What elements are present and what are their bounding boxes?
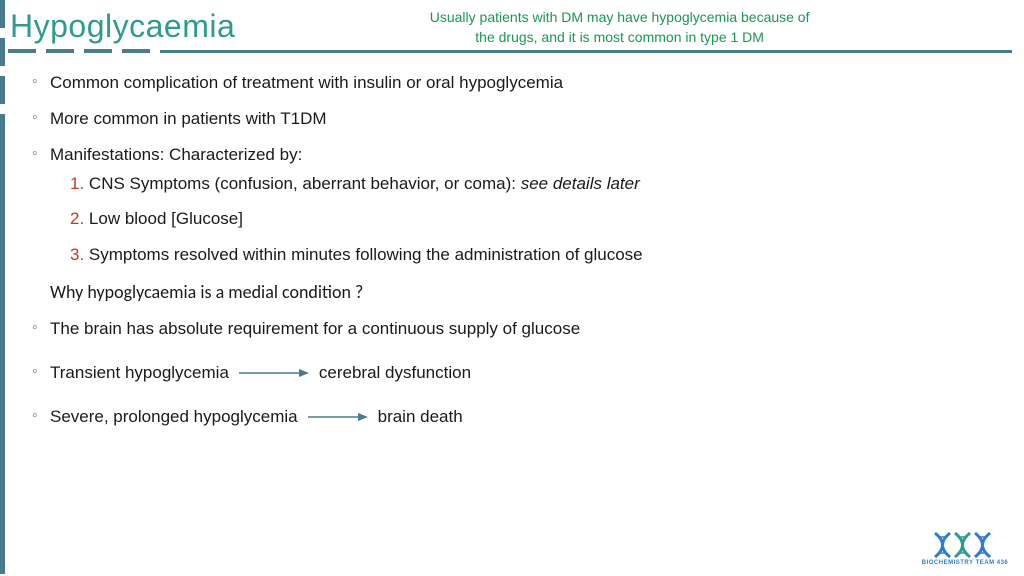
item-text: Low blood [Glucose] — [84, 209, 243, 228]
slide-content: Common complication of treatment with in… — [0, 53, 1024, 428]
numbered-item: 3. Symptoms resolved within minutes foll… — [70, 242, 1004, 268]
sub-heading: Why hypoglycaemia is a medial condition … — [50, 281, 1004, 303]
slide-header: Hypoglycaemia Usually patients with DM m… — [0, 0, 1024, 47]
slide-subtitle: Usually patients with DM may have hypogl… — [255, 8, 1014, 47]
bullet-item: Transient hypoglycemia cerebral dysfunct… — [32, 361, 1004, 385]
bullet-item: Severe, prolonged hypoglycemia brain dea… — [32, 405, 1004, 429]
arrow-icon — [308, 411, 368, 423]
item-text: Symptoms resolved within minutes followi… — [84, 245, 642, 264]
team-logo: BIOCHEMISTRY TEAM 436 — [920, 528, 1010, 566]
arrow-target: brain death — [378, 405, 463, 429]
bullet-text: Manifestations: Characterized by: — [50, 145, 302, 164]
arrow-target: cerebral dysfunction — [319, 361, 471, 385]
arrow-icon — [239, 367, 309, 379]
dna-icon — [930, 528, 1000, 562]
numbered-item: 1. CNS Symptoms (confusion, aberrant beh… — [70, 171, 1004, 197]
arrow-source: Severe, prolonged hypoglycemia — [50, 405, 298, 429]
bullet-item: The brain has absolute requirement for a… — [32, 317, 1004, 341]
numbered-list: 1. CNS Symptoms (confusion, aberrant beh… — [50, 171, 1004, 268]
bullet-item: More common in patients with T1DM — [32, 107, 1004, 131]
numbered-item: 2. Low blood [Glucose] — [70, 206, 1004, 232]
logo-label: BIOCHEMISTRY TEAM 436 — [920, 560, 1010, 566]
slide-title: Hypoglycaemia — [10, 8, 235, 45]
subtitle-line-1: Usually patients with DM may have hypogl… — [430, 9, 810, 25]
arrow-source: Transient hypoglycemia — [50, 361, 229, 385]
item-italic: see details later — [521, 174, 640, 193]
main-bullet-list: Common complication of treatment with in… — [32, 71, 1004, 267]
item-text: CNS Symptoms (confusion, aberrant behavi… — [84, 174, 521, 193]
bullet-item: Manifestations: Characterized by: 1. CNS… — [32, 143, 1004, 267]
item-number: 2. — [70, 209, 84, 228]
bullet-item: Common complication of treatment with in… — [32, 71, 1004, 95]
secondary-bullet-list: The brain has absolute requirement for a… — [32, 317, 1004, 428]
subtitle-line-2: the drugs, and it is most common in type… — [475, 29, 764, 45]
item-number: 1. — [70, 174, 84, 193]
item-number: 3. — [70, 245, 84, 264]
